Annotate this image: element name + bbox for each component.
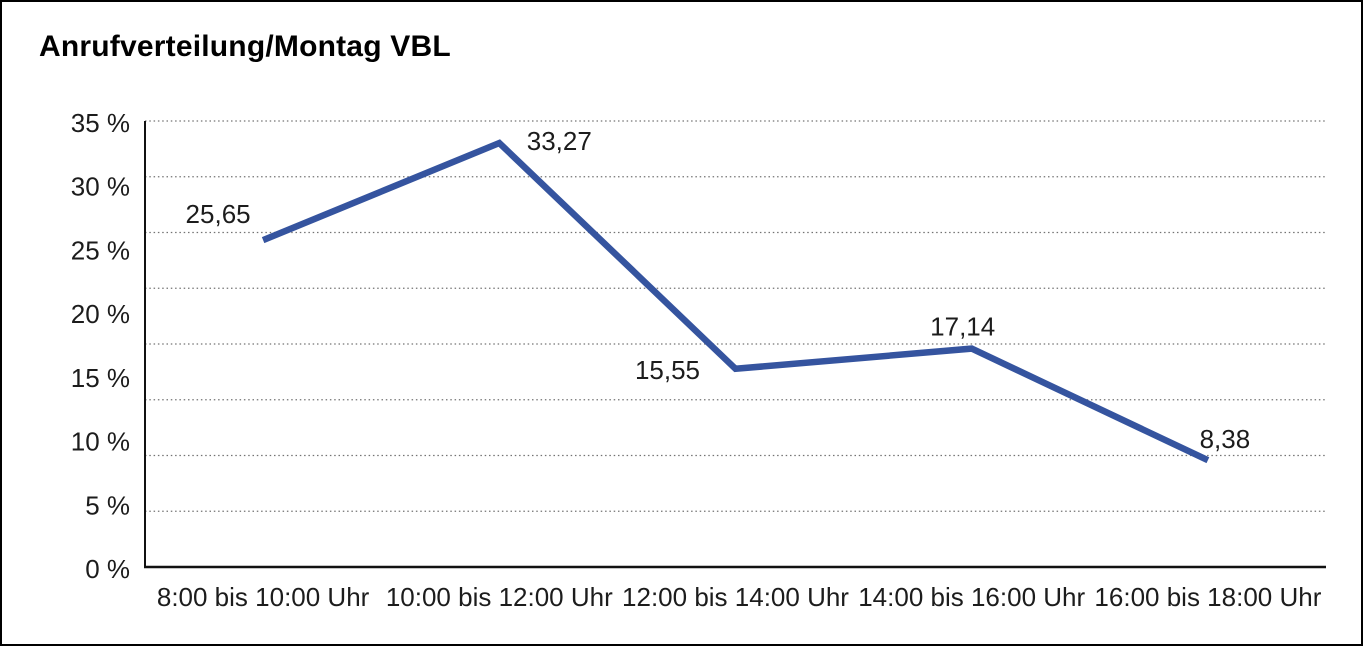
x-category-label: 8:00 bis 10:00 Uhr xyxy=(157,582,370,612)
y-tick-label: 15 % xyxy=(71,363,130,393)
x-category-label: 14:00 bis 16:00 Uhr xyxy=(858,582,1085,612)
x-category-label: 16:00 bis 18:00 Uhr xyxy=(1094,582,1321,612)
data-value-label: 33,27 xyxy=(527,126,592,156)
y-tick-label: 5 % xyxy=(85,490,130,520)
y-tick-label: 25 % xyxy=(71,235,130,265)
x-category-label: 12:00 bis 14:00 Uhr xyxy=(622,582,849,612)
chart-title: Anrufverteilung/Montag VBL xyxy=(39,30,451,63)
y-tick-label: 35 % xyxy=(71,108,130,138)
data-value-label: 25,65 xyxy=(186,199,251,229)
y-tick-label: 30 % xyxy=(71,172,130,202)
y-tick-label: 0 % xyxy=(85,554,130,584)
y-tick-label: 20 % xyxy=(71,299,130,329)
x-category-label: 10:00 bis 12:00 Uhr xyxy=(386,582,613,612)
data-value-label: 17,14 xyxy=(930,312,995,342)
data-series-line xyxy=(261,139,1210,464)
data-value-label: 15,55 xyxy=(635,355,700,385)
data-value-label: 8,38 xyxy=(1200,424,1251,454)
y-tick-label: 10 % xyxy=(71,427,130,457)
